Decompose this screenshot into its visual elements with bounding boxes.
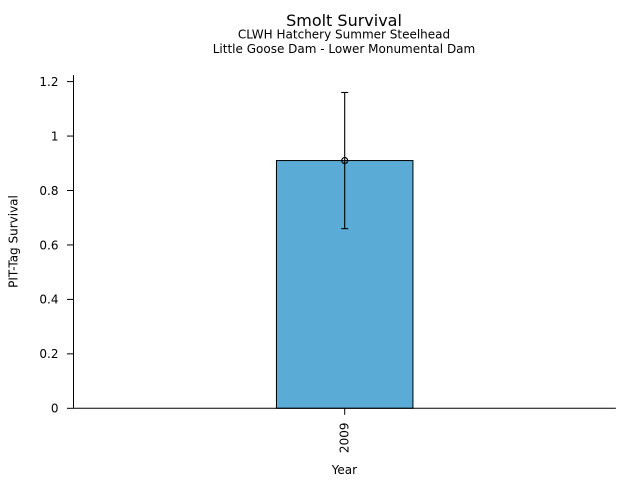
x-tick-label: 2009 — [338, 423, 352, 454]
y-tick-label: 0 — [51, 402, 59, 416]
chart-title: Smolt Survival — [286, 11, 402, 30]
y-tick-label: 0.8 — [39, 184, 58, 198]
y-tick-label: 0.2 — [39, 347, 58, 361]
y-axis-label: PIT-Tag Survival — [7, 195, 21, 288]
y-tick-label: 1 — [51, 129, 59, 143]
value-marker — [341, 156, 349, 165]
y-tick-label: 0.4 — [39, 293, 58, 307]
chart-subtitle-line-2: Little Goose Dam - Lower Monumental Dam — [213, 42, 475, 56]
chart-subtitle-line-1: CLWH Hatchery Summer Steelhead — [238, 27, 450, 41]
y-tick-label: 0.6 — [39, 238, 58, 252]
y-tick-label: 1.2 — [39, 75, 58, 89]
bar — [275, 160, 414, 409]
plot-area: 2009 0 0.2 0.4 0.6 0.8 1 1.2 — [39, 75, 616, 454]
x-axis-label: Year — [331, 463, 357, 477]
